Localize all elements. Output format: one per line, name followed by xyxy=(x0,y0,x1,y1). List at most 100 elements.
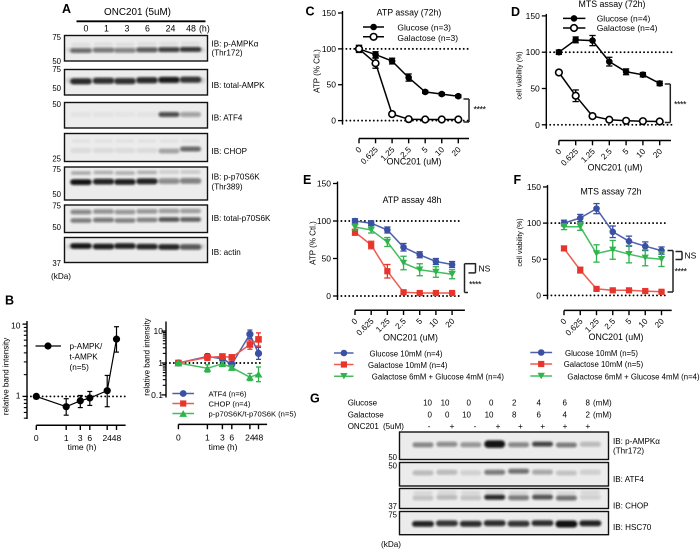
svg-text:t-AMPK: t-AMPK xyxy=(70,353,99,362)
svg-text:(Thr389): (Thr389) xyxy=(212,182,243,191)
svg-text:cell viability (%): cell viability (%) xyxy=(517,51,524,99)
svg-text:relative band intensity: relative band intensity xyxy=(143,318,152,395)
svg-text:IB: p-AMPKα: IB: p-AMPKα xyxy=(613,437,660,446)
svg-text:IB: CHOP: IB: CHOP xyxy=(613,501,649,510)
svg-text:75: 75 xyxy=(52,65,61,74)
svg-text:ATP (% Ctl.): ATP (% Ctl.) xyxy=(309,221,318,265)
svg-text:25: 25 xyxy=(52,155,61,164)
svg-text:50: 50 xyxy=(322,254,332,264)
svg-text:+: + xyxy=(540,421,545,431)
svg-text:(Thr172): (Thr172) xyxy=(613,447,644,456)
svg-text:MTS assay (72h): MTS assay (72h) xyxy=(579,0,646,9)
svg-text:1: 1 xyxy=(158,358,163,368)
svg-text:****: **** xyxy=(474,105,487,115)
svg-text:0: 0 xyxy=(428,411,433,420)
svg-text:p-AMPK/: p-AMPK/ xyxy=(70,342,103,351)
svg-text:150: 150 xyxy=(317,179,331,189)
svg-text:75: 75 xyxy=(52,165,61,174)
svg-text:ONC201 (uM): ONC201 (uM) xyxy=(383,333,438,343)
svg-text:6: 6 xyxy=(87,433,92,443)
svg-text:ONC201 (uM): ONC201 (uM) xyxy=(588,163,643,173)
svg-text:3: 3 xyxy=(78,433,83,443)
svg-text:150: 150 xyxy=(527,182,541,192)
svg-text:6: 6 xyxy=(229,433,234,443)
svg-text:4: 4 xyxy=(537,399,542,408)
svg-text:Galactose (n=3): Galactose (n=3) xyxy=(397,33,458,43)
svg-text:Galactose 10mM (n=5): Galactose 10mM (n=5) xyxy=(564,360,644,369)
svg-text:50: 50 xyxy=(52,84,61,93)
svg-text:ONC201 (uM): ONC201 (uM) xyxy=(589,332,644,342)
svg-text:150: 150 xyxy=(526,11,540,21)
svg-text:24: 24 xyxy=(245,433,255,443)
svg-text:0: 0 xyxy=(559,317,569,327)
svg-text:D: D xyxy=(511,5,520,19)
svg-text:1: 1 xyxy=(16,391,21,401)
svg-text:IB: actin: IB: actin xyxy=(212,248,241,257)
svg-text:IB: HSC70: IB: HSC70 xyxy=(613,523,652,532)
svg-text:10: 10 xyxy=(423,399,432,408)
svg-text:0: 0 xyxy=(84,24,89,34)
svg-text:time (h): time (h) xyxy=(68,442,97,452)
svg-text:2: 2 xyxy=(586,411,591,420)
svg-text:10: 10 xyxy=(441,399,450,408)
svg-text:relative band intensity: relative band intensity xyxy=(2,338,11,415)
svg-text:(n=5): (n=5) xyxy=(70,363,90,372)
svg-text:3: 3 xyxy=(125,24,130,34)
svg-text:+: + xyxy=(585,421,590,431)
svg-text:0: 0 xyxy=(350,316,360,326)
svg-text:48: 48 xyxy=(254,433,264,443)
svg-text:Glucose 10mM (n=5): Glucose 10mM (n=5) xyxy=(565,349,638,358)
svg-text:0: 0 xyxy=(176,433,181,443)
svg-text:+: + xyxy=(563,421,568,431)
svg-text:4: 4 xyxy=(563,411,568,420)
svg-text:0.1: 0.1 xyxy=(151,390,163,400)
svg-text:24: 24 xyxy=(166,24,176,34)
svg-text:5: 5 xyxy=(621,147,631,157)
svg-text:8: 8 xyxy=(586,399,591,408)
svg-text:1: 1 xyxy=(64,433,69,443)
svg-text:10: 10 xyxy=(154,326,164,336)
svg-text:ONC201 (uM): ONC201 (uM) xyxy=(387,156,442,166)
svg-text:+: + xyxy=(518,421,523,431)
svg-text:37: 37 xyxy=(388,502,397,511)
svg-text:0: 0 xyxy=(331,116,336,126)
svg-text:5: 5 xyxy=(624,317,634,327)
svg-text:2: 2 xyxy=(512,399,517,408)
svg-text:6: 6 xyxy=(145,24,150,34)
svg-text:ATP (% Ctl.): ATP (% Ctl.) xyxy=(313,49,322,93)
svg-text:100: 100 xyxy=(317,216,331,226)
svg-text:10: 10 xyxy=(485,411,494,420)
svg-text:75: 75 xyxy=(388,511,397,520)
svg-text:IB: ATF4: IB: ATF4 xyxy=(613,475,644,484)
svg-text:ATF4 (n=6): ATF4 (n=6) xyxy=(209,390,248,399)
svg-text:50: 50 xyxy=(530,84,540,94)
svg-text:time (h): time (h) xyxy=(209,442,238,452)
svg-text:0: 0 xyxy=(489,399,494,408)
svg-text:50: 50 xyxy=(52,100,61,109)
svg-text:E: E xyxy=(303,173,311,187)
svg-text:Galactose (n=4): Galactose (n=4) xyxy=(597,23,658,33)
svg-text:0: 0 xyxy=(34,433,39,443)
svg-text:-: - xyxy=(428,421,431,431)
svg-text:6: 6 xyxy=(537,411,542,420)
svg-text:37: 37 xyxy=(52,259,61,268)
svg-text:24: 24 xyxy=(102,433,112,443)
svg-text:50: 50 xyxy=(388,462,397,471)
svg-text:G: G xyxy=(310,392,320,406)
svg-text:100: 100 xyxy=(322,44,336,54)
svg-text:8: 8 xyxy=(512,411,517,420)
svg-text:1: 1 xyxy=(205,433,210,443)
svg-text:(mM): (mM) xyxy=(593,399,612,408)
svg-text:NS: NS xyxy=(685,251,697,261)
svg-text:0: 0 xyxy=(445,411,450,420)
svg-text:0: 0 xyxy=(554,147,564,157)
svg-text:(Thr172): (Thr172) xyxy=(212,49,243,58)
svg-text:75: 75 xyxy=(52,202,61,211)
svg-text:0: 0 xyxy=(326,291,331,301)
svg-text:Glucose (n=4): Glucose (n=4) xyxy=(597,14,651,24)
svg-text:Galactose: Galactose xyxy=(348,411,385,420)
svg-text:5: 5 xyxy=(415,316,425,326)
svg-text:Galactose 6mM + Glucose 4mM (n: Galactose 6mM + Glucose 4mM (n=4) xyxy=(372,373,505,382)
svg-text:3: 3 xyxy=(220,433,225,443)
svg-text:-: - xyxy=(474,421,477,431)
